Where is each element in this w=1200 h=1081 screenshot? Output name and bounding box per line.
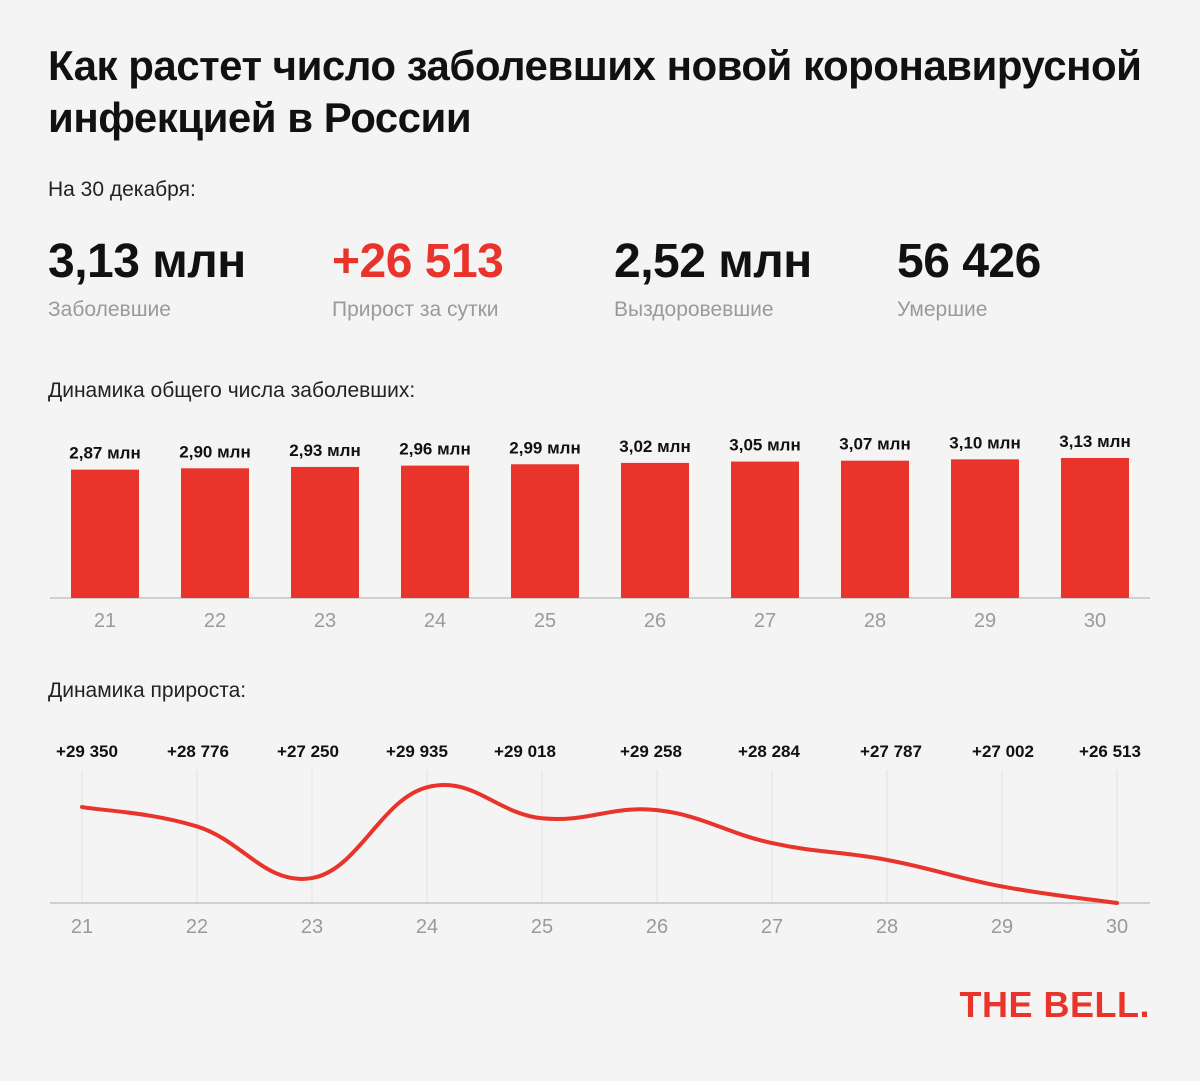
- bar-tick-label: 30: [1084, 610, 1106, 632]
- line-value-label: +29 350: [56, 742, 118, 761]
- stat-recovered-label: Выздоровевшие: [614, 298, 774, 321]
- line-tick-label: 28: [876, 916, 898, 938]
- bar-22: [181, 468, 249, 598]
- bar-value-label: 2,99 млн: [509, 438, 580, 457]
- bar-25: [511, 464, 579, 598]
- bar-29: [951, 459, 1019, 598]
- line-value-label: +28 776: [167, 742, 229, 761]
- bar-tick-label: 28: [864, 610, 886, 632]
- date-label: На 30 декабря:: [48, 178, 196, 201]
- line-tick-label: 25: [531, 916, 553, 938]
- line-value-label: +26 513: [1079, 742, 1141, 761]
- line-chart-title: Динамика прироста:: [48, 679, 247, 702]
- line-tick-label: 29: [991, 916, 1013, 938]
- bar-value-label: 2,87 млн: [69, 444, 140, 463]
- bar-value-label: 2,96 млн: [399, 440, 470, 459]
- bar-23: [291, 466, 359, 598]
- line-chart: +29 350 21 +28 776 22 +27 250 23 +29 935 24 +29 …: [50, 742, 1150, 938]
- line-tick-label: 22: [186, 916, 208, 938]
- line-tick-label: 23: [301, 916, 323, 938]
- bar-27: [731, 461, 799, 598]
- line-tick-label: 26: [646, 916, 668, 938]
- bar-chart: 2,87 млн 21 2,90 млн 22 2,93 млн 23 2,96 млн 24…: [50, 432, 1150, 632]
- bar-21: [71, 469, 139, 598]
- bar-chart-title: Динамика общего числа заболевших:: [48, 379, 416, 402]
- bar-tick-label: 21: [94, 610, 116, 632]
- stat-recovered: 2,52 млн Выздоровевшие: [614, 232, 812, 322]
- line-value-label: +29 018: [494, 742, 556, 761]
- bar-value-label: 3,05 млн: [729, 436, 800, 455]
- bar-value-label: 3,10 млн: [949, 433, 1020, 452]
- bar-tick-label: 22: [204, 610, 226, 632]
- line-tick-label: 27: [761, 916, 783, 938]
- line-value-label: +27 002: [972, 742, 1034, 761]
- stat-deaths-label: Умершие: [897, 298, 988, 321]
- line-value-label: +29 258: [620, 742, 682, 761]
- bar-tick-label: 23: [314, 610, 336, 632]
- bar-26: [621, 462, 689, 598]
- bar-value-label: 3,07 млн: [839, 435, 910, 454]
- brand-logo: THE BELL.: [959, 984, 1150, 1025]
- line-value-label: +28 284: [738, 742, 800, 761]
- stat-deaths-value: 56 426: [897, 235, 1041, 288]
- stat-deaths: 56 426 Умершие: [897, 232, 1041, 322]
- bar-value-label: 3,13 млн: [1059, 432, 1130, 451]
- bar-28: [841, 460, 909, 598]
- page-title: Как растет число заболевших новой корона…: [48, 42, 1142, 141]
- bar-tick-label: 27: [754, 610, 776, 632]
- stat-cases: 3,13 млн Заболевшие: [48, 232, 246, 322]
- line-value-label: +27 250: [277, 742, 339, 761]
- bar-value-label: 2,93 млн: [289, 441, 360, 460]
- bar-tick-label: 29: [974, 610, 996, 632]
- growth-line: [80, 783, 1119, 905]
- stat-recovered-value: 2,52 млн: [614, 235, 812, 288]
- stat-cases-value: 3,13 млн: [48, 235, 246, 288]
- stat-cases-label: Заболевшие: [48, 298, 171, 321]
- line-value-label: +29 935: [386, 742, 448, 761]
- bar-30: [1061, 458, 1129, 598]
- line-tick-label: 24: [416, 916, 438, 938]
- line-tick-label: 21: [71, 916, 93, 938]
- line-value-label: +27 787: [860, 742, 922, 761]
- bar-tick-label: 25: [534, 610, 556, 632]
- bar-24: [401, 465, 469, 598]
- bar-tick-label: 24: [424, 610, 446, 632]
- stat-daily-growth-value: +26 513: [332, 235, 504, 288]
- bar-value-label: 3,02 млн: [619, 437, 690, 456]
- bar-value-label: 2,90 млн: [179, 442, 250, 461]
- stat-daily-growth: +26 513 Прирост за сутки: [332, 232, 504, 322]
- stat-daily-growth-label: Прирост за сутки: [332, 298, 499, 321]
- line-tick-label: 30: [1106, 916, 1128, 938]
- bar-tick-label: 26: [644, 610, 666, 632]
